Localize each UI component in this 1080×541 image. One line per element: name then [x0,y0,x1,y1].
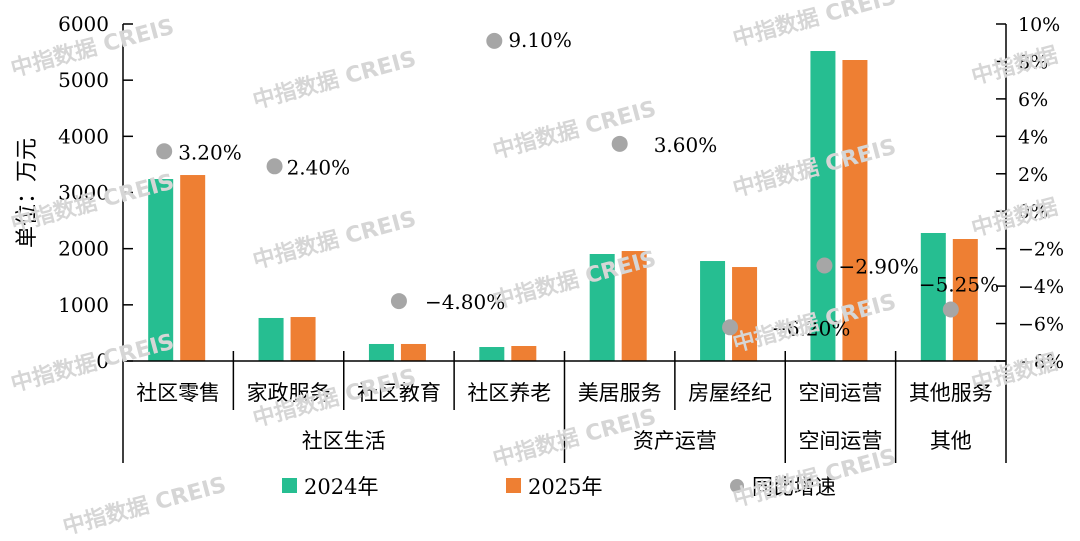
right-tick-label: −4% [1018,276,1064,298]
right-tick-label: 8% [1018,51,1048,73]
legend-label: 2025年 [528,475,602,499]
category-label: 房屋经纪 [688,381,772,405]
right-tick-label: 6% [1018,89,1048,111]
legend-swatch [282,478,297,493]
right-tick-label: 2% [1018,164,1048,186]
right-tick-label: −6% [1018,314,1064,336]
bar-2025年-家政服务 [290,317,316,361]
growth-label: 3.60% [654,133,718,157]
growth-label: −4.80% [425,290,505,314]
growth-point [266,158,283,175]
category-label: 社区零售 [136,381,220,405]
left-tick-label: 0 [96,349,109,373]
growth-label: 3.20% [178,140,242,164]
group-label: 社区生活 [302,429,386,453]
bar-2025年-社区零售 [180,175,206,361]
category-label: 美居服务 [578,381,662,405]
bar-2024年-社区零售 [148,179,174,361]
category-label: 空间运营 [798,381,882,405]
category-label: 其他服务 [909,381,993,405]
bar-2025年-空间运营 [842,60,868,361]
legend-swatch [506,478,521,493]
group-label: 其他 [930,429,972,453]
bar-2024年-房屋经纪 [700,261,726,361]
category-label: 社区养老 [467,381,551,405]
bar-2024年-社区教育 [368,343,394,361]
left-tick-label: 2000 [58,237,109,261]
legend-label: 2024年 [304,475,378,499]
growth-label: 9.10% [508,28,572,52]
bar-2024年-其他服务 [920,232,946,361]
growth-label: 2.40% [287,155,351,179]
bar-2025年-社区养老 [511,346,537,361]
right-tick-label: −2% [1018,239,1064,261]
growth-point [486,32,503,49]
legend-swatch [730,479,744,493]
left-tick-label: 5000 [58,68,109,92]
bar-2024年-空间运营 [810,51,836,361]
bar-2024年-家政服务 [258,317,284,361]
combo-bar-scatter-chart: 0100020003000400050006000单位：万元−8%−6%−4%−… [15,12,1064,499]
growth-label: −5.25% [919,273,999,297]
growth-point [816,257,833,274]
left-tick-label: 6000 [58,12,109,36]
group-label: 空间运营 [798,429,882,453]
right-tick-label: 10% [1018,14,1060,36]
category-label: 家政服务 [247,381,331,405]
bar-2025年-其他服务 [952,239,978,361]
left-tick-label: 4000 [58,124,109,148]
growth-point [611,135,628,152]
growth-point [156,143,173,160]
bar-2024年-美居服务 [589,254,615,361]
bar-2025年-房屋经纪 [732,267,758,361]
growth-point [722,319,739,336]
bar-2025年-社区教育 [400,343,426,361]
category-label: 社区教育 [357,381,441,405]
bar-2024年-社区养老 [479,347,505,361]
left-tick-label: 1000 [58,293,109,317]
growth-point [390,293,407,310]
group-label: 资产运营 [633,429,717,453]
left-tick-label: 3000 [58,181,109,205]
left-axis-title: 单位：万元 [15,138,40,248]
bar-2025年-美居服务 [621,251,647,361]
growth-label: −2.90% [838,255,918,279]
legend-label: 同比增速 [752,475,836,499]
growth-label: −6.20% [770,316,850,340]
right-tick-label: 4% [1018,126,1048,148]
right-tick-label: −8% [1018,351,1064,373]
right-tick-label: 0% [1018,201,1048,223]
growth-point [942,301,959,318]
